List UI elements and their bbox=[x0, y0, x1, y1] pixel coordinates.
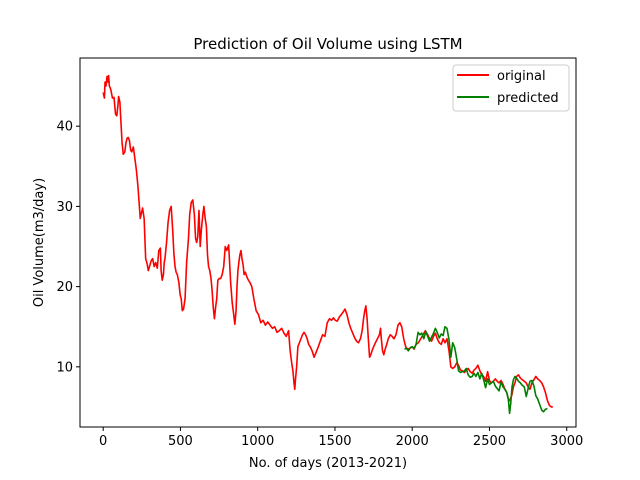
y-tick-label: 30 bbox=[56, 200, 73, 215]
legend-box bbox=[452, 64, 570, 112]
x-tick-label: 2500 bbox=[473, 434, 506, 449]
axes-frame bbox=[79, 57, 577, 428]
x-tick-label: 1000 bbox=[241, 434, 274, 449]
legend: original predicted bbox=[452, 64, 570, 112]
y-tick-label: 40 bbox=[56, 120, 73, 135]
legend-label-predicted: predicted bbox=[497, 91, 559, 106]
series-line-predicted bbox=[404, 325, 548, 415]
plot-area: 0 500 1000 1500 2000 2500 3000 10 20 30 40 bbox=[56, 57, 583, 449]
y-tick-label: 10 bbox=[56, 360, 73, 375]
x-tick-label: 3000 bbox=[550, 434, 583, 449]
series-layer bbox=[102, 74, 553, 415]
chart-title: Prediction of Oil Volume using LSTM bbox=[193, 35, 462, 53]
y-axis-label: Oil Volume(m3/day) bbox=[32, 178, 47, 307]
x-tick-label: 2000 bbox=[396, 434, 429, 449]
y-tick-label: 20 bbox=[56, 280, 73, 295]
x-tick-label: 1500 bbox=[318, 434, 351, 449]
legend-label-original: original bbox=[497, 69, 546, 84]
x-axis-label: No. of days (2013-2021) bbox=[249, 456, 407, 471]
x-axis-ticks: 0 500 1000 1500 2000 2500 3000 bbox=[99, 427, 583, 449]
x-tick-label: 500 bbox=[168, 434, 193, 449]
series-line-original bbox=[102, 74, 553, 408]
x-tick-label: 0 bbox=[99, 434, 107, 449]
y-axis-ticks: 10 20 30 40 bbox=[56, 120, 80, 375]
